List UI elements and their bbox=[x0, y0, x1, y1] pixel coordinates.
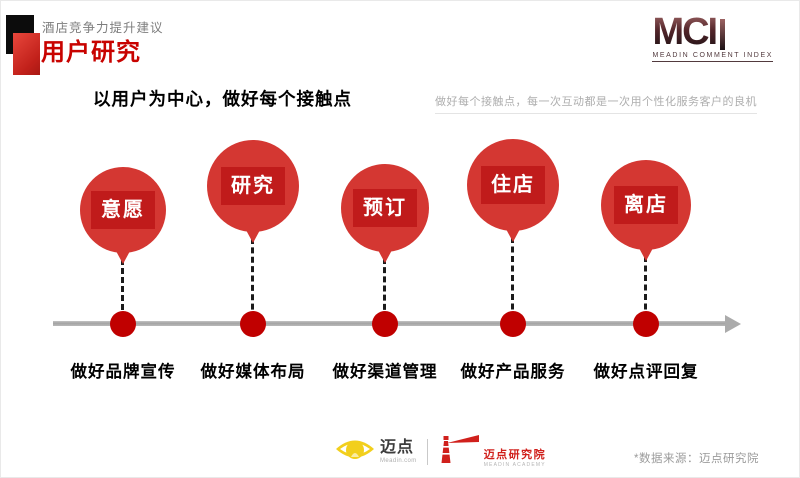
academy-logo-text-stack: 迈点研究院 MEADIN ACADEMY bbox=[484, 450, 547, 469]
balloon-marker: 住店 bbox=[467, 139, 559, 231]
meadin-logo-sub: Meadin.com bbox=[380, 457, 417, 464]
mci-logo-bar-icon bbox=[720, 19, 726, 50]
meadin-logo: 迈点 Meadin.com bbox=[335, 437, 417, 466]
page-title: 用户研究 bbox=[41, 39, 141, 66]
timeline-dot bbox=[240, 311, 266, 337]
touchpoint-label: 研究 bbox=[221, 167, 285, 205]
timeline-dot bbox=[110, 311, 136, 337]
action-label: 做好点评回复 bbox=[593, 363, 699, 381]
timeline-arrowhead-icon bbox=[725, 315, 741, 333]
connector-dashed-line bbox=[511, 237, 514, 319]
logo-divider bbox=[426, 438, 428, 465]
balloon-marker: 预订 bbox=[341, 164, 429, 252]
meadin-logo-name: 迈点 bbox=[380, 438, 415, 456]
action-label: 做好产品服务 bbox=[460, 363, 566, 381]
touchpoint-label: 意愿 bbox=[91, 191, 155, 229]
connector-dashed-line bbox=[383, 258, 386, 319]
academy-logo: 迈点研究院 MEADIN ACADEMY bbox=[438, 434, 547, 469]
action-label: 做好渠道管理 bbox=[332, 363, 438, 381]
meadin-eye-icon bbox=[335, 437, 375, 466]
touchpoint-label: 离店 bbox=[614, 186, 678, 224]
timeline-dot bbox=[500, 311, 526, 337]
balloon-marker: 离店 bbox=[601, 160, 691, 250]
touchpoint-label: 住店 bbox=[481, 166, 545, 204]
footer-logos: 迈点 Meadin.com 迈点研究院 MEADIN ACADEMY bbox=[335, 434, 546, 469]
header-mark-red-square bbox=[13, 33, 40, 75]
academy-logo-name: 迈点研究院 bbox=[483, 449, 547, 461]
action-label: 做好媒体布局 bbox=[200, 363, 306, 381]
timeline-dot bbox=[633, 311, 659, 337]
timeline-dot bbox=[372, 311, 398, 337]
academy-logo-sub: MEADIN ACADEMY bbox=[483, 462, 546, 468]
section-subheading: 做好每个接触点，每一次互动都是一次用个性化服务客户的良机 bbox=[435, 93, 757, 114]
touchpoint-label: 预订 bbox=[353, 189, 417, 227]
mci-logo-letters: MCI bbox=[652, 13, 773, 51]
connector-dashed-line bbox=[644, 256, 647, 319]
mci-logo: MCI MEADIN COMMENT INDEX bbox=[652, 13, 773, 62]
connector-dashed-line bbox=[121, 259, 124, 319]
balloon-marker: 研究 bbox=[207, 140, 299, 232]
connector-dashed-line bbox=[251, 238, 254, 319]
section-heading: 以用户为中心，做好每个接触点 bbox=[93, 89, 352, 109]
action-label: 做好品牌宣传 bbox=[70, 363, 176, 381]
meadin-logo-text-stack: 迈点 Meadin.com bbox=[380, 438, 417, 464]
balloon-marker: 意愿 bbox=[80, 167, 166, 253]
mci-logo-text: MCI bbox=[652, 11, 718, 53]
mci-logo-subtext: MEADIN COMMENT INDEX bbox=[652, 52, 773, 62]
slide-eyebrow: 酒店竞争力提升建议 bbox=[42, 21, 164, 35]
data-source-note: *数据来源：迈点研究院 bbox=[634, 453, 759, 465]
lighthouse-icon bbox=[438, 434, 480, 469]
